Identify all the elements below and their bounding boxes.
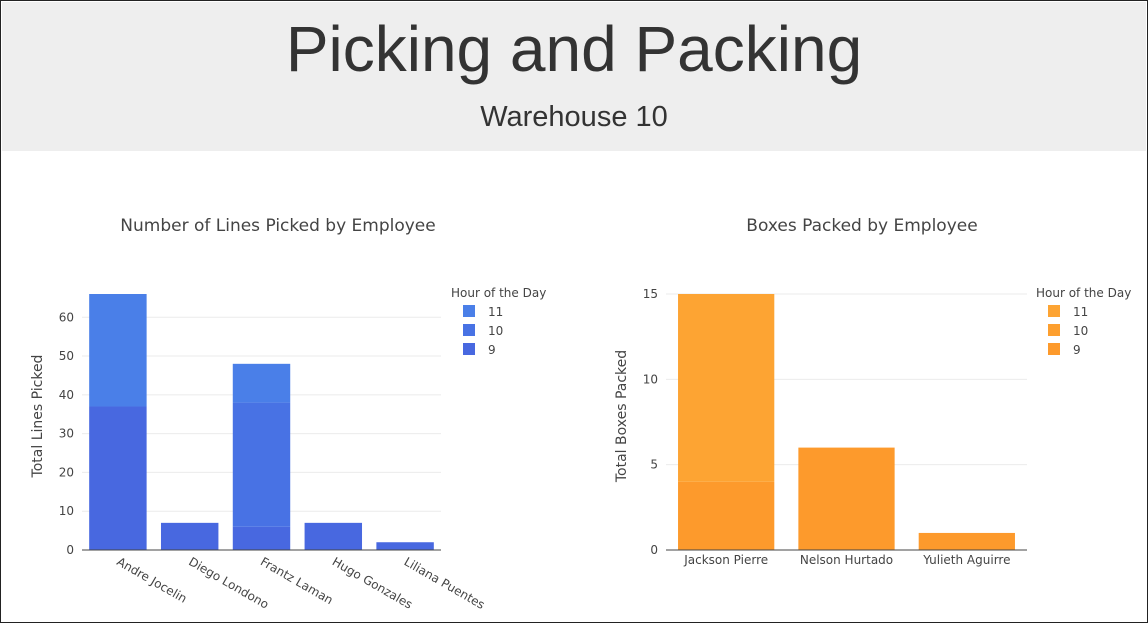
- y-tick-label: 20: [59, 465, 74, 479]
- header-banner: Picking and Packing Warehouse 10: [2, 2, 1146, 151]
- bar-diego-londono-hour-9: [160, 522, 219, 550]
- legend-swatch-hour-10: [1048, 324, 1060, 336]
- page-subtitle: Warehouse 10: [480, 101, 668, 133]
- y-tick-label: 5: [650, 458, 658, 472]
- legend-label-hour-10: 10: [1073, 324, 1088, 338]
- bar-frantz-laman-hour-9: [232, 526, 291, 550]
- y-tick-label: 30: [59, 427, 74, 441]
- x-tick-label: Jackson Pierre: [683, 553, 768, 567]
- y-tick-label: 0: [650, 543, 658, 557]
- y-tick-label: 0: [66, 543, 74, 557]
- bar-andre-jocelin-hour-9: [89, 406, 147, 550]
- y-tick-label: 60: [59, 310, 74, 324]
- legend-label-hour-11: 11: [1073, 305, 1088, 319]
- chart-title: Boxes Packed by Employee: [746, 216, 977, 236]
- x-tick-label: Diego Londono: [186, 554, 271, 611]
- legend-swatch-hour-11: [463, 305, 475, 317]
- bar-jackson-pierre-hour-11: [678, 294, 775, 482]
- bar-frantz-laman-hour-11: [232, 363, 291, 403]
- bar-yulieth-aguirre-hour-9: [918, 532, 1015, 550]
- x-tick-label: Hugo Gonzales: [330, 554, 415, 611]
- page-title: Picking and Packing: [285, 13, 863, 85]
- bar-jackson-pierre-hour-9: [678, 481, 775, 550]
- legend-label-hour-11: 11: [488, 305, 503, 319]
- boxes-packed-chart: Boxes Packed by Employee 0 5 10 15 Total Boxe…: [614, 216, 1131, 567]
- y-tick-label: 15: [643, 287, 658, 301]
- bar-andre-jocelin-hour-11: [89, 294, 147, 407]
- y-axis-label: Total Lines Picked: [30, 355, 46, 479]
- legend-swatch-hour-9: [463, 343, 475, 355]
- x-tick-label: Andre Jocelin: [114, 554, 189, 605]
- y-axis-label: Total Boxes Packed: [614, 350, 630, 483]
- lines-picked-chart: Number of Lines Picked by Employee 0 10 20 3…: [30, 216, 546, 612]
- x-tick-label: Yulieth Aguirre: [922, 553, 1010, 567]
- legend-swatch-hour-9: [1048, 343, 1060, 355]
- y-tick-label: 10: [643, 372, 658, 386]
- legend-title: Hour of the Day: [1036, 286, 1131, 300]
- y-tick-label: 10: [59, 504, 74, 518]
- y-tick-label: 40: [59, 388, 74, 402]
- legend-label-hour-9: 9: [488, 343, 496, 357]
- x-tick-label: Nelson Hurtado: [800, 553, 893, 567]
- legend-title: Hour of the Day: [451, 286, 546, 300]
- legend-label-hour-10: 10: [488, 324, 503, 338]
- bar-frantz-laman-hour-10: [232, 402, 291, 527]
- legend-swatch-hour-10: [463, 324, 475, 336]
- legend-swatch-hour-11: [1048, 305, 1060, 317]
- chart-title: Number of Lines Picked by Employee: [120, 216, 435, 236]
- y-tick-label: 50: [59, 349, 74, 363]
- bar-hugo-gonzales-hour-9: [304, 522, 363, 550]
- bar-nelson-hurtado-hour-9: [798, 447, 895, 550]
- bar-liliana-puentes-hour-9: [376, 542, 434, 550]
- legend-label-hour-9: 9: [1073, 343, 1081, 357]
- x-tick-label: Liliana Puentes: [402, 554, 488, 612]
